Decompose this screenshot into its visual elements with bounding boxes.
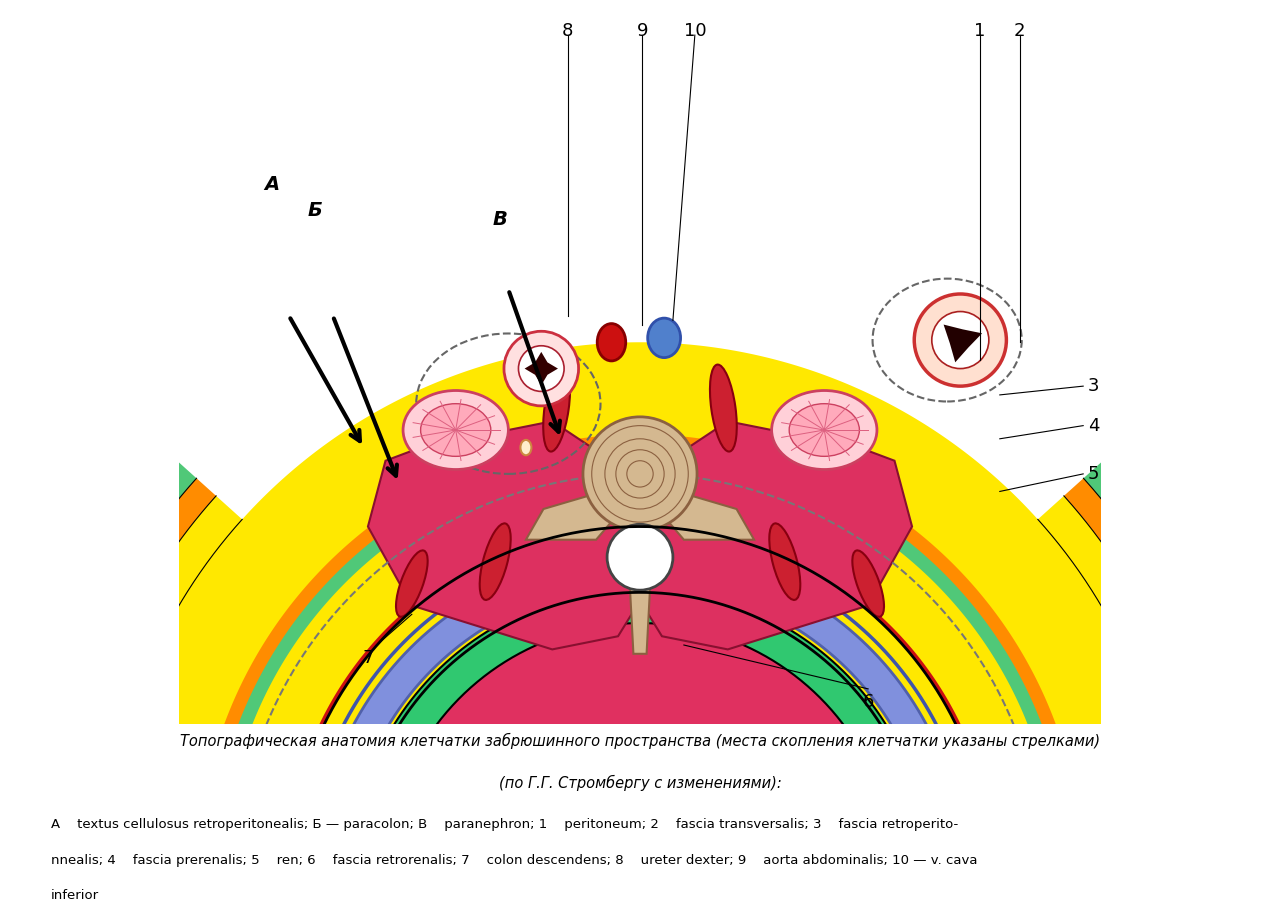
Polygon shape xyxy=(1135,408,1280,738)
Text: В: В xyxy=(492,210,507,229)
Ellipse shape xyxy=(543,365,570,452)
Polygon shape xyxy=(943,325,982,362)
Text: 5: 5 xyxy=(1088,465,1100,483)
Circle shape xyxy=(607,524,673,590)
Ellipse shape xyxy=(772,391,877,470)
Polygon shape xyxy=(1064,478,1224,759)
Text: (по Г.Г. Стромбергу с изменениями):: (по Г.Г. Стромбергу с изменениями): xyxy=(499,775,781,791)
Circle shape xyxy=(582,417,698,531)
Polygon shape xyxy=(56,478,216,759)
Text: Б: Б xyxy=(308,201,323,220)
Text: 3: 3 xyxy=(1088,377,1100,395)
Circle shape xyxy=(518,346,564,391)
Polygon shape xyxy=(0,408,145,738)
Text: 1: 1 xyxy=(974,22,986,40)
Ellipse shape xyxy=(852,550,884,617)
Polygon shape xyxy=(326,557,954,818)
Ellipse shape xyxy=(421,404,490,456)
Polygon shape xyxy=(1083,461,1249,754)
Text: 4: 4 xyxy=(1088,416,1100,434)
Ellipse shape xyxy=(790,404,859,456)
Polygon shape xyxy=(525,352,558,386)
Text: 2: 2 xyxy=(1014,22,1025,40)
Text: inferior: inferior xyxy=(51,889,100,901)
Polygon shape xyxy=(219,448,1061,792)
Polygon shape xyxy=(332,553,948,786)
Text: 8: 8 xyxy=(562,22,573,40)
Polygon shape xyxy=(31,461,197,754)
Text: А    textus cellulosus retroperitonealis; Б — paracolon; В    paranephron; 1    : А textus cellulosus retroperitonealis; Б… xyxy=(51,818,959,831)
Polygon shape xyxy=(658,487,754,539)
Circle shape xyxy=(914,294,1006,386)
Polygon shape xyxy=(1103,432,1280,748)
Ellipse shape xyxy=(403,391,508,470)
Ellipse shape xyxy=(648,319,681,357)
Text: Топографическая анатомия клетчатки забрюшинного пространства (места скопления кл: Топографическая анатомия клетчатки забрю… xyxy=(180,733,1100,749)
Text: nnealis; 4    fascia prerenalis; 5    ren; 6    fascia retrorenalis; 7    colon : nnealis; 4 fascia prerenalis; 5 ren; 6 f… xyxy=(51,854,978,867)
Polygon shape xyxy=(365,588,915,799)
Text: 9: 9 xyxy=(636,22,648,40)
Text: А: А xyxy=(264,175,279,194)
Polygon shape xyxy=(82,496,242,767)
Circle shape xyxy=(932,311,989,368)
Text: 10: 10 xyxy=(684,22,707,40)
Text: 7: 7 xyxy=(362,650,374,667)
Polygon shape xyxy=(1162,393,1280,731)
Ellipse shape xyxy=(710,365,737,452)
Polygon shape xyxy=(232,461,1048,805)
Polygon shape xyxy=(1038,496,1198,767)
Polygon shape xyxy=(627,421,913,650)
Ellipse shape xyxy=(598,324,626,361)
Polygon shape xyxy=(628,570,652,653)
Ellipse shape xyxy=(396,550,428,617)
Text: 6: 6 xyxy=(863,693,874,711)
Polygon shape xyxy=(526,487,622,539)
Polygon shape xyxy=(301,527,979,821)
Ellipse shape xyxy=(769,523,800,600)
Circle shape xyxy=(504,331,579,405)
Polygon shape xyxy=(367,421,653,650)
Polygon shape xyxy=(206,434,1074,789)
Polygon shape xyxy=(292,522,988,812)
Ellipse shape xyxy=(480,523,511,600)
Polygon shape xyxy=(116,342,1164,786)
Polygon shape xyxy=(361,593,919,858)
Polygon shape xyxy=(0,393,118,731)
Ellipse shape xyxy=(521,440,531,455)
Polygon shape xyxy=(0,432,177,748)
